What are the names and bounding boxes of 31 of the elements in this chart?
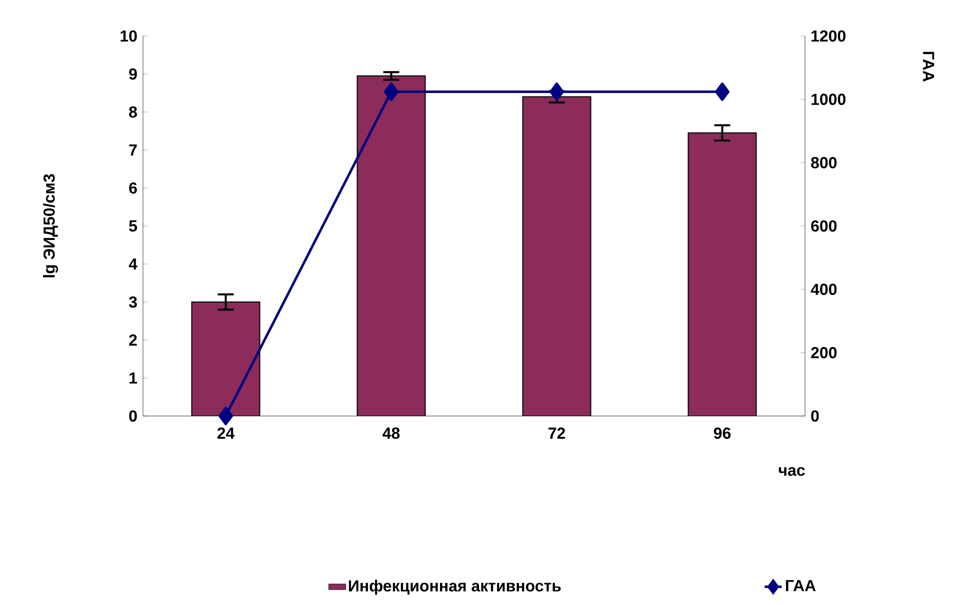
y-tick-label: 9 <box>129 68 137 80</box>
y-tick-label: 4 <box>128 258 138 270</box>
y2-tick-label: 600 <box>811 220 837 232</box>
y-tick-label: 6 <box>129 182 137 194</box>
bar <box>191 301 260 416</box>
y-tick-label: 2 <box>129 334 137 346</box>
y-tick-label: 10 <box>120 30 137 42</box>
y-tick-label: 8 <box>129 106 137 118</box>
y2-tick-label: 0 <box>811 410 819 422</box>
y2-tick-label: 1200 <box>812 30 846 42</box>
y2-axis-title: ГАА <box>923 52 934 82</box>
legend-label: Инфекционная активность <box>348 580 561 595</box>
y-tick-label: 1 <box>130 372 138 384</box>
x-tick-label: 96 <box>714 428 731 439</box>
y-axis-title: lg ЭИД50/см3 <box>43 174 58 278</box>
legend-label: ГАА <box>786 580 816 592</box>
bar <box>522 96 592 416</box>
y-tick-label: 7 <box>129 144 137 156</box>
bar <box>688 132 757 416</box>
y-tick-label: 3 <box>128 296 137 308</box>
y2-tick-label: 200 <box>811 347 837 358</box>
x-tick-label: 24 <box>217 428 235 439</box>
y-tick-label: 5 <box>129 220 138 232</box>
x-tick-label: 72 <box>548 428 566 439</box>
y-tick-label: 0 <box>129 410 137 422</box>
x-tick-label: 48 <box>382 428 400 439</box>
y2-tick-label: 800 <box>811 157 837 168</box>
y2-tick-label: 400 <box>810 284 837 295</box>
bar <box>356 75 426 416</box>
y2-tick-label: 1000 <box>812 94 846 105</box>
x-axis-title: час <box>778 467 805 476</box>
